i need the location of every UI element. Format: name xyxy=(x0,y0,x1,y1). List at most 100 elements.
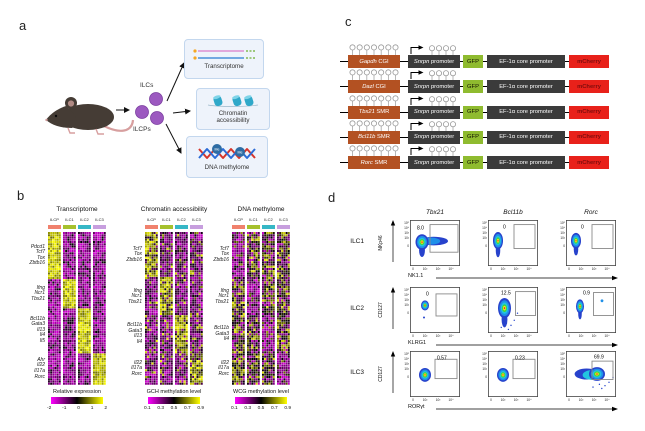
colorbar-ticks: 0.1 0.3 0.5 0.7 0.9 xyxy=(144,406,204,411)
connector-line xyxy=(565,86,569,88)
gene-label: Il22 xyxy=(133,359,142,366)
column-color-swatch xyxy=(145,225,158,229)
connector-line xyxy=(460,162,463,164)
cpg-lollipops-icon xyxy=(349,145,399,157)
column-color-swatch xyxy=(48,225,61,229)
gate-percentage: 0.9 xyxy=(583,291,590,297)
gfp-box: GFP xyxy=(463,156,483,170)
methylation-region-box: Tbx21 SMR xyxy=(348,105,400,119)
gene-label: Tox xyxy=(221,251,229,258)
nucleosome-icon xyxy=(207,95,259,107)
connector-line xyxy=(400,111,408,113)
dna-methylation-icon: Me Me xyxy=(198,143,256,159)
ef1a-core-promoter-box: EF-1α core promoter xyxy=(487,105,565,119)
gene-group-labels: Bcl11b Gata3 Il4 xyxy=(190,325,229,343)
y-tick-label: 10² xyxy=(560,366,565,371)
gene-group-labels: Il22 Il17a Rorc xyxy=(103,359,142,378)
y-tick-label: 10² xyxy=(560,302,565,307)
gene-label: Il22 xyxy=(220,359,229,366)
methylation-region-box: Dazl CGI xyxy=(348,80,400,94)
heatmap-column-header: ILCP xyxy=(50,217,59,222)
snrpn-promoter-box: Snrpn promoter xyxy=(408,156,460,170)
x-tick-label: 10² xyxy=(422,266,428,271)
x-tick-label: 0 xyxy=(412,266,414,271)
y-tick-label: 10⁵ xyxy=(482,351,487,356)
colorbar-tick: -1 xyxy=(62,406,67,411)
gene-label: Il17a xyxy=(34,367,45,374)
gate-percentage: 0 xyxy=(581,225,584,231)
mouse-icon xyxy=(45,97,135,135)
gene-label: Zbtb16 xyxy=(213,256,229,263)
chromatin-label-line2: accessibility xyxy=(216,116,250,124)
y-tick-label: 10² xyxy=(404,366,409,371)
dna-methylome-label: DNA methylome xyxy=(204,163,250,171)
gate-percentage: 69.9 xyxy=(594,355,604,361)
heatmap-strip-ILC1 xyxy=(160,232,173,385)
construct-row-tbx21: Tbx21 SMR Snrpn promoter GFP EF-1α core pro… xyxy=(340,94,620,121)
connector-line xyxy=(565,111,569,113)
y-axis-arrow xyxy=(390,220,396,262)
gfp-box: GFP xyxy=(463,80,483,94)
gene-label: Gata3 xyxy=(215,330,229,337)
gfp-box: GFP xyxy=(463,105,483,119)
y-tick-label: 10³ xyxy=(560,230,565,235)
snrpn-promoter-box: Snrpn promoter xyxy=(408,55,460,68)
gene-label: Tbx21 xyxy=(31,295,45,302)
column-color-swatch xyxy=(160,225,173,229)
column-color-swatch xyxy=(277,225,290,229)
y-tick-label: 10² xyxy=(482,235,487,240)
colorbar-tick: 0.9 xyxy=(284,406,291,411)
colorbar-tick: 0.3 xyxy=(244,406,251,411)
x-tick-label: 10² xyxy=(500,333,506,338)
heatmap-title: Transcriptome xyxy=(56,206,98,213)
x-tick-label: 10² xyxy=(578,266,584,271)
gene-label: Gata3 xyxy=(128,327,142,334)
heatmap-column-header: ILCP xyxy=(147,217,156,222)
x-tick-label: 10⁴ xyxy=(448,266,454,271)
ilc-cells-icon xyxy=(135,92,164,125)
gene-label: Pdcd1 xyxy=(30,243,45,250)
x-tick-label: 0 xyxy=(490,397,492,402)
y-tick-label: 10⁴ xyxy=(560,225,565,230)
gene-label: Tcf7 xyxy=(35,249,45,256)
reporter-header-bcl11b: Bcl11b xyxy=(503,209,523,216)
gene-label: Gata3 xyxy=(31,321,45,328)
x-tick-label: 10² xyxy=(500,266,506,271)
heatmap-strip-ILC2 xyxy=(78,232,91,385)
gfp-box: GFP xyxy=(463,130,483,144)
heatmap-strip-ILC2 xyxy=(175,232,188,385)
gate-percentage: 0 xyxy=(426,292,429,298)
x-tick-label: 10² xyxy=(422,333,428,338)
colorbar-gradient xyxy=(148,397,200,404)
x-axis-arrow xyxy=(436,275,618,281)
x-axis-label-ilc3: RORγt xyxy=(408,404,425,410)
heatmap-column-header: ILC1 xyxy=(249,217,258,222)
heatmap-column-header: ILC3 xyxy=(279,217,288,222)
flow-plot-ilc1-rorc: 0 xyxy=(566,220,616,266)
transcriptome-label: Transcriptome xyxy=(204,63,244,71)
gene-label: Tcf7 xyxy=(132,245,142,252)
panel-a-arrows xyxy=(116,62,191,154)
connector-line xyxy=(400,136,408,138)
colorbar-tick: 0.3 xyxy=(157,406,164,411)
y-tick-label: 10⁴ xyxy=(560,356,565,361)
connector-line xyxy=(460,86,463,88)
colorbar-label: Relative expression xyxy=(53,389,101,395)
heatmap-column-header: ILC1 xyxy=(65,217,74,222)
x-tick-label: 0 xyxy=(568,333,570,338)
y-tick-label: 10³ xyxy=(560,361,565,366)
x-tick-label: 10² xyxy=(578,333,584,338)
y-axis-arrow xyxy=(390,287,396,329)
gene-label: Tox xyxy=(134,251,142,258)
construct-row-gapdh: Gapdh CGI Snrpn promoter GFP EF-1α core pro… xyxy=(340,44,620,70)
x-tick-label: 0 xyxy=(412,333,414,338)
x-tick-label: 10⁴ xyxy=(526,333,532,338)
colorbar-tick: 0.5 xyxy=(170,406,178,411)
gene-label: Il13 xyxy=(133,333,142,340)
y-tick-label: 10⁴ xyxy=(482,356,487,361)
heatmap-column-header: ILC3 xyxy=(192,217,201,222)
column-color-swatch xyxy=(232,225,245,229)
x-tick-label: 10³ xyxy=(591,397,597,402)
